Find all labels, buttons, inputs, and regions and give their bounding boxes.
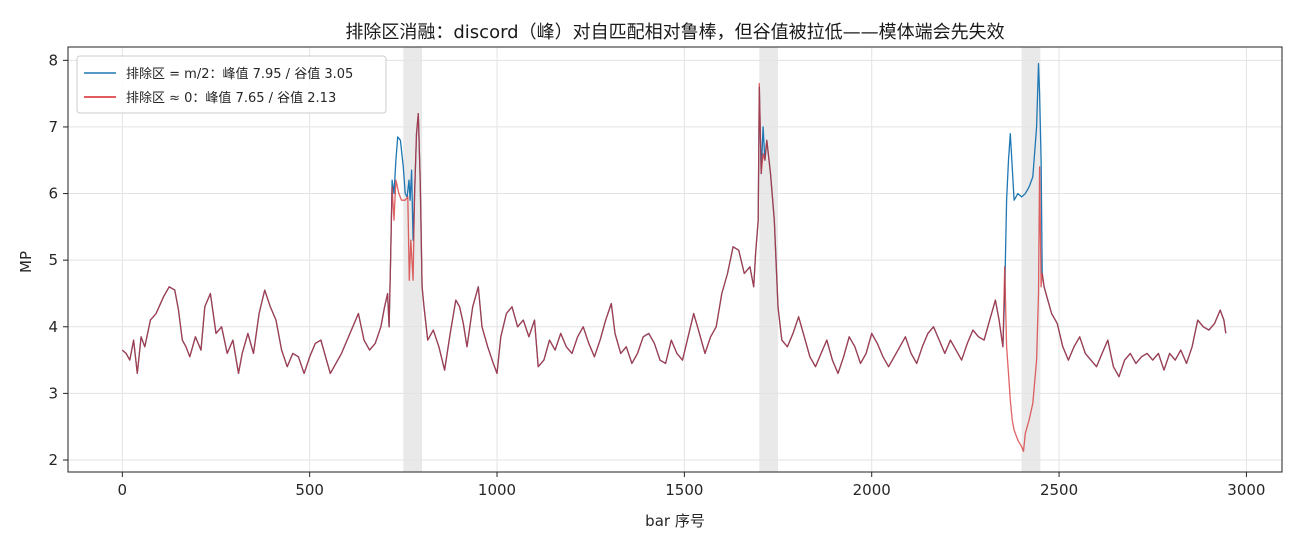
x-tick-label: 2500: [1040, 481, 1078, 499]
y-tick-label: 6: [48, 185, 58, 203]
shaded-region-2: [759, 47, 779, 472]
chart-title: 排除区消融：discord（峰）对自匹配相对鲁棒，但谷值被拉低——模体端会先失效: [345, 22, 1004, 43]
legend-label-series-2: 排除区 ≈ 0：峰值 7.65 / 谷值 2.13: [126, 90, 336, 106]
axis-ticks: 0 500 1000 1500 2000 2500 3000 2 3 4 5 6 7 8: [48, 51, 1265, 499]
grid: [68, 47, 1282, 472]
y-axis-label: MP: [17, 251, 35, 273]
series-line-2: [121, 82, 1227, 452]
legend: 排除区 = m/2：峰值 7.95 / 谷值 3.05 排除区 ≈ 0：峰值 7…: [76, 55, 387, 114]
plot-frame: [67, 46, 1283, 473]
x-tick-label: 500: [295, 481, 324, 499]
series-lines: [121, 63, 1227, 452]
y-tick-label: 4: [48, 318, 58, 336]
y-tick-label: 2: [48, 451, 58, 469]
y-tick-label: 7: [48, 118, 58, 136]
x-tick-label: 3000: [1227, 481, 1265, 499]
x-tick-label: 1000: [478, 481, 516, 499]
shaded-region-1: [403, 47, 423, 472]
x-tick-label: 2000: [853, 481, 891, 499]
legend-label-series-1: 排除区 = m/2：峰值 7.95 / 谷值 3.05: [126, 66, 353, 82]
y-tick-label: 8: [48, 51, 58, 69]
legend-box: [76, 55, 387, 114]
y-tick-label: 5: [48, 251, 58, 269]
x-tick-label: 0: [118, 481, 128, 499]
y-tick-label: 3: [48, 384, 58, 402]
x-axis-label: bar 序号: [645, 512, 705, 530]
x-tick-label: 1500: [665, 481, 703, 499]
